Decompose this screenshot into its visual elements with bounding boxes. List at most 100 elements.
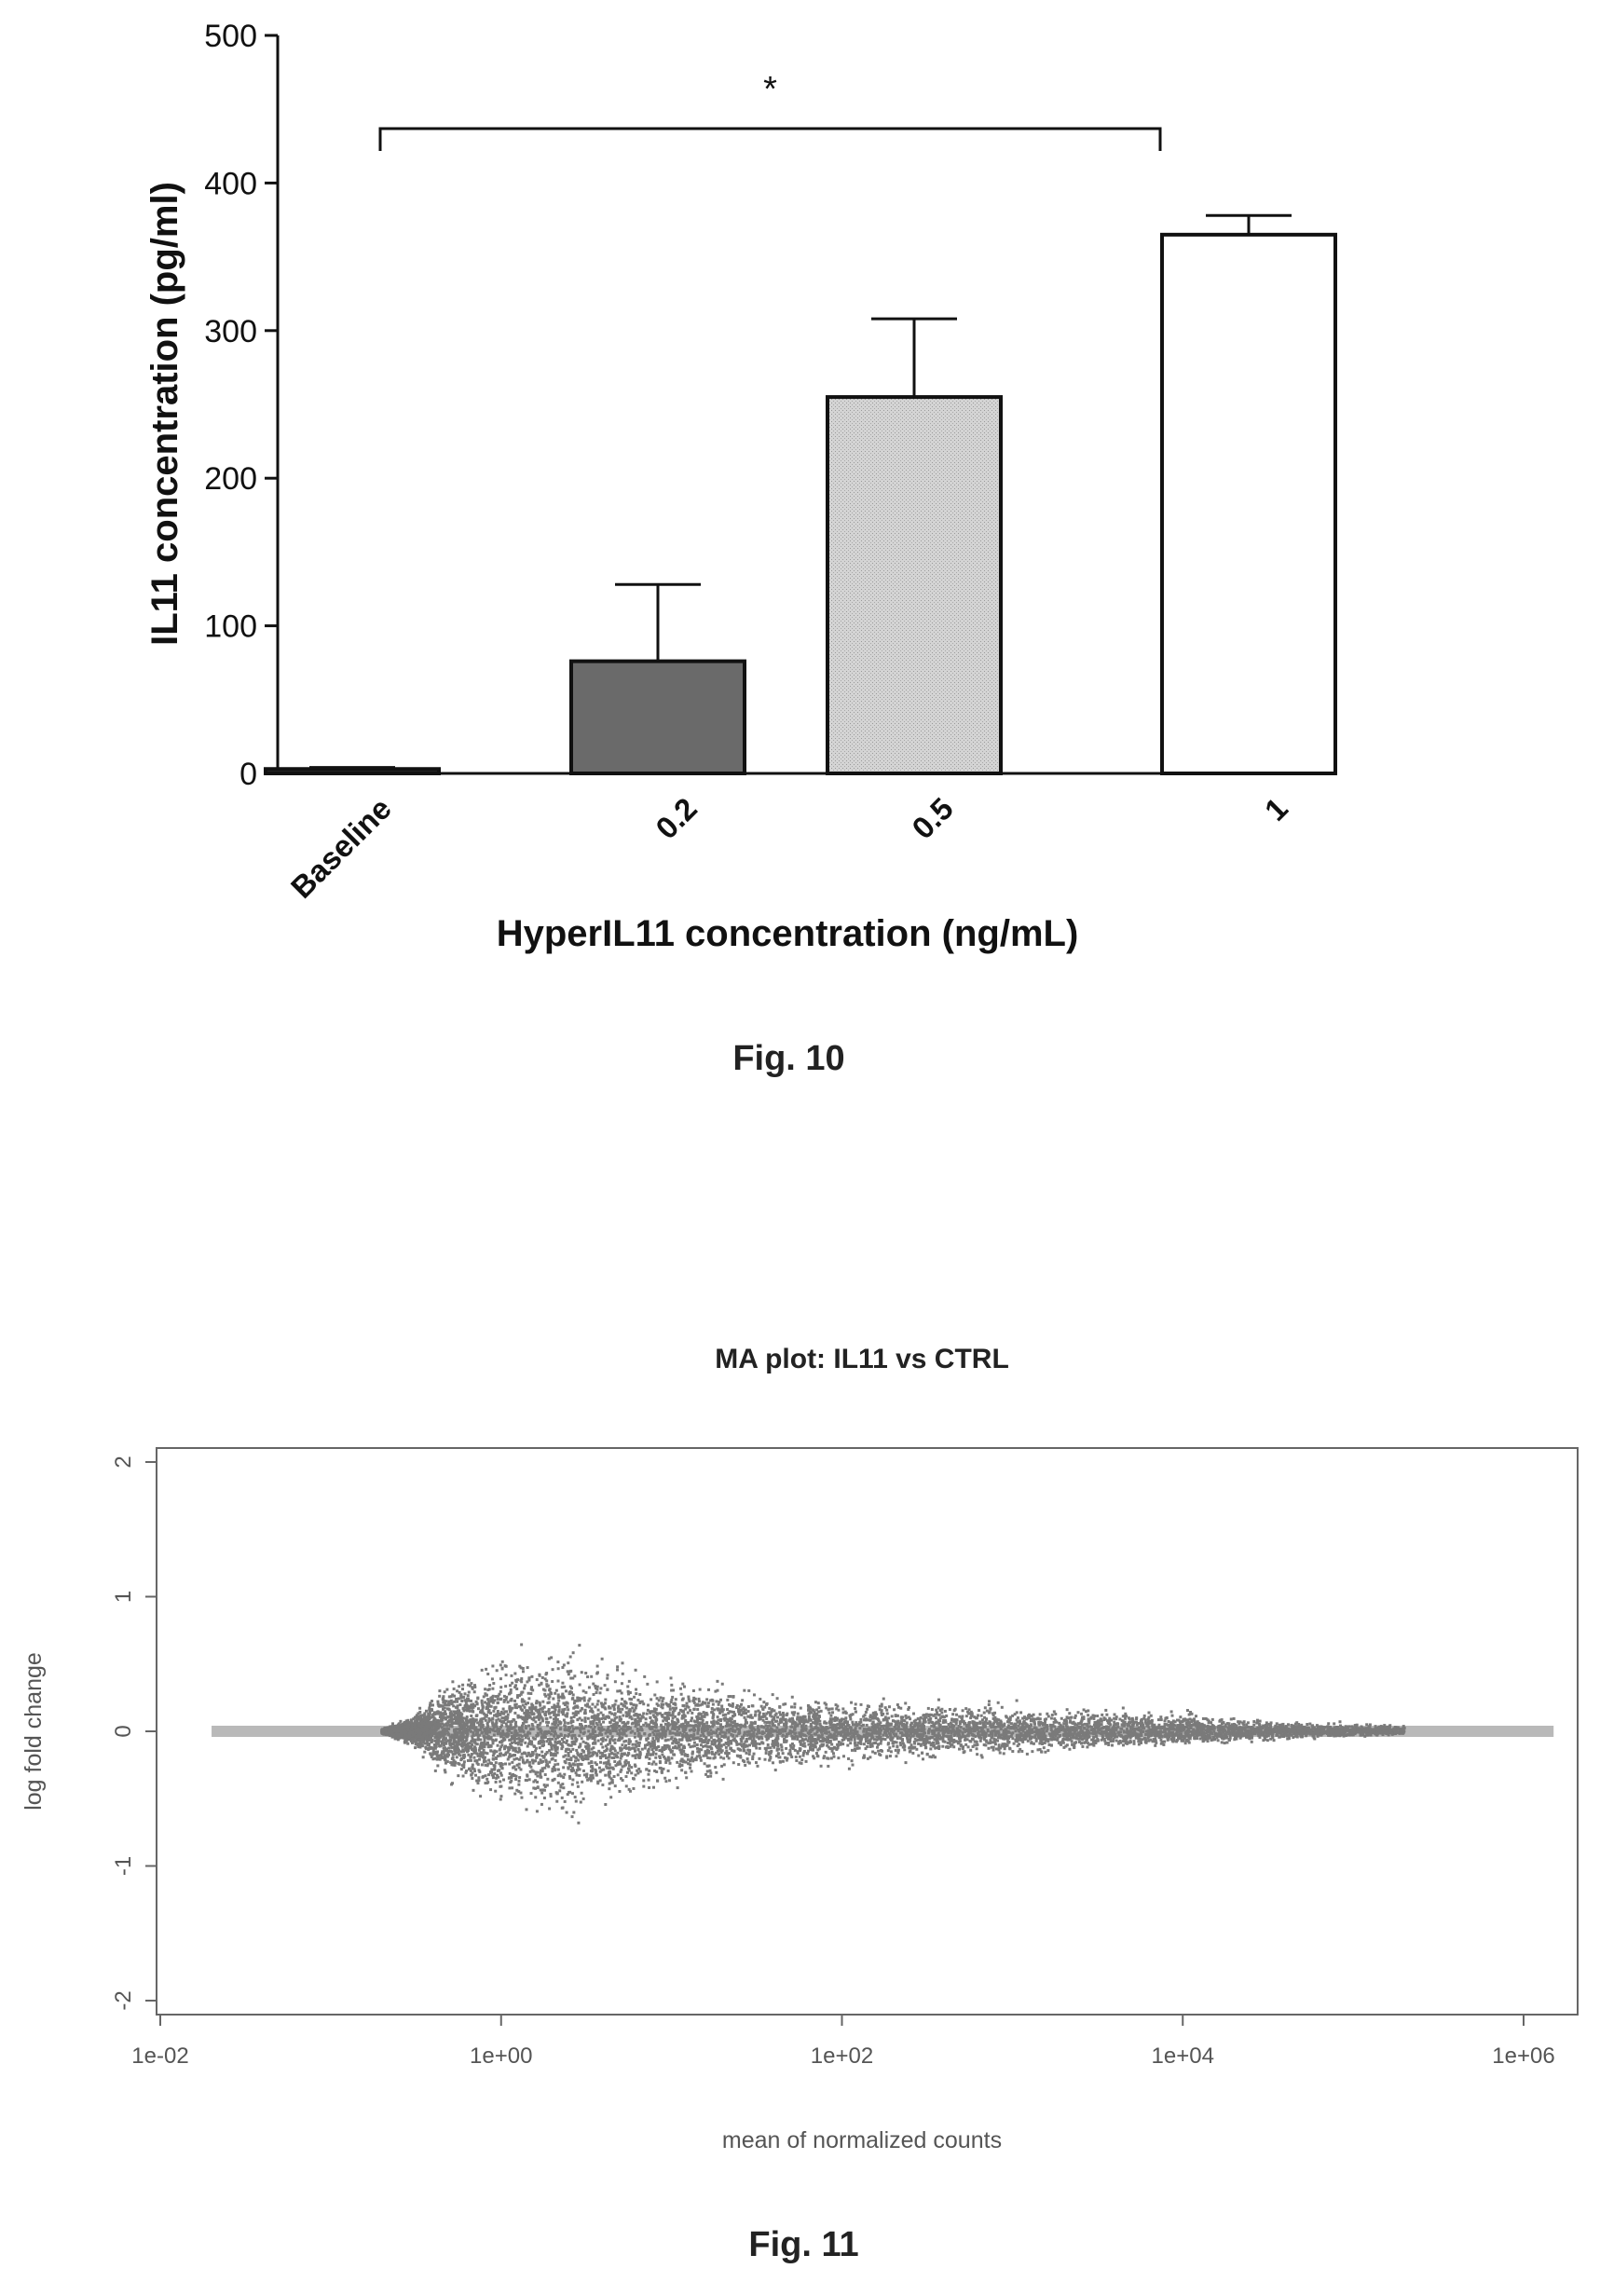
data-point	[887, 1705, 891, 1709]
data-point	[642, 1723, 646, 1727]
data-point	[545, 1724, 549, 1728]
data-point	[1015, 1736, 1019, 1740]
data-point	[1354, 1725, 1358, 1729]
data-point	[584, 1725, 588, 1729]
data-point	[449, 1761, 453, 1765]
data-point	[514, 1724, 518, 1728]
data-point	[1226, 1726, 1230, 1729]
data-point	[491, 1722, 495, 1726]
data-point	[804, 1729, 808, 1732]
x-tick-label: Baseline	[284, 791, 398, 905]
data-point	[540, 1717, 544, 1721]
data-point	[551, 1729, 554, 1733]
data-point	[557, 1699, 561, 1702]
data-point	[461, 1683, 465, 1687]
data-point	[806, 1752, 810, 1756]
data-point	[1010, 1732, 1014, 1736]
data-point	[692, 1701, 696, 1704]
data-point	[1179, 1726, 1183, 1729]
data-point	[462, 1765, 466, 1769]
data-point	[491, 1724, 495, 1728]
data-point	[705, 1748, 709, 1752]
data-point	[589, 1722, 593, 1726]
data-point	[927, 1741, 931, 1744]
data-point	[920, 1738, 923, 1742]
data-point	[1049, 1726, 1053, 1729]
data-point	[709, 1774, 713, 1778]
data-point	[776, 1744, 780, 1748]
data-point	[547, 1657, 551, 1660]
data-point	[424, 1746, 428, 1750]
data-point	[437, 1722, 441, 1726]
data-point	[450, 1745, 454, 1749]
data-point	[622, 1740, 626, 1743]
data-point	[563, 1734, 567, 1738]
data-point	[639, 1716, 643, 1720]
data-point	[818, 1722, 822, 1726]
data-point	[938, 1716, 942, 1720]
data-point	[441, 1704, 444, 1708]
data-point	[916, 1726, 920, 1729]
data-point	[536, 1731, 540, 1735]
data-point	[649, 1711, 652, 1715]
data-point	[1155, 1741, 1158, 1744]
data-point	[1077, 1740, 1081, 1743]
data-point	[561, 1713, 565, 1716]
data-point	[494, 1761, 498, 1765]
data-point	[1015, 1711, 1019, 1715]
data-point	[814, 1717, 817, 1721]
data-point	[635, 1744, 638, 1748]
data-point	[549, 1742, 553, 1745]
data-point	[1157, 1736, 1161, 1740]
data-point	[600, 1733, 604, 1737]
data-point	[671, 1727, 675, 1730]
data-point	[517, 1694, 521, 1698]
data-point	[447, 1702, 451, 1705]
data-point	[499, 1795, 503, 1798]
data-point	[1001, 1742, 1005, 1746]
data-point	[647, 1778, 650, 1782]
data-point	[601, 1784, 605, 1787]
data-point	[937, 1737, 941, 1741]
data-point	[633, 1708, 636, 1712]
data-point	[647, 1747, 650, 1751]
x-axis-label: HyperIL11 concentration (ng/mL)	[497, 913, 1079, 954]
data-point	[1046, 1715, 1050, 1718]
data-point	[571, 1727, 575, 1730]
data-point	[851, 1713, 855, 1716]
data-point	[573, 1733, 577, 1737]
data-point	[445, 1749, 449, 1753]
data-point	[681, 1722, 685, 1726]
data-point	[480, 1699, 484, 1702]
data-point	[616, 1732, 620, 1736]
data-point	[1286, 1723, 1290, 1727]
data-point	[642, 1784, 646, 1788]
data-point	[900, 1717, 904, 1721]
data-point	[752, 1752, 756, 1756]
data-point	[959, 1726, 963, 1729]
data-point	[1043, 1720, 1046, 1724]
data-point	[752, 1734, 756, 1738]
data-point	[786, 1752, 790, 1756]
data-point	[499, 1754, 502, 1757]
data-point	[471, 1737, 474, 1741]
data-point	[1026, 1739, 1030, 1742]
data-point	[751, 1757, 755, 1761]
data-point	[1143, 1718, 1147, 1722]
data-point	[1112, 1732, 1115, 1736]
data-point	[488, 1684, 492, 1688]
data-point	[635, 1688, 638, 1691]
data-point	[1149, 1738, 1153, 1742]
data-point	[570, 1691, 574, 1695]
data-point	[484, 1782, 487, 1785]
data-point	[582, 1696, 586, 1700]
data-point	[718, 1728, 721, 1731]
data-point	[908, 1706, 911, 1710]
data-point	[1173, 1720, 1177, 1724]
data-point	[1228, 1726, 1232, 1729]
data-point	[771, 1740, 774, 1743]
data-point	[513, 1748, 517, 1752]
data-point	[961, 1730, 964, 1734]
data-point	[1225, 1741, 1229, 1744]
data-point	[847, 1756, 851, 1760]
